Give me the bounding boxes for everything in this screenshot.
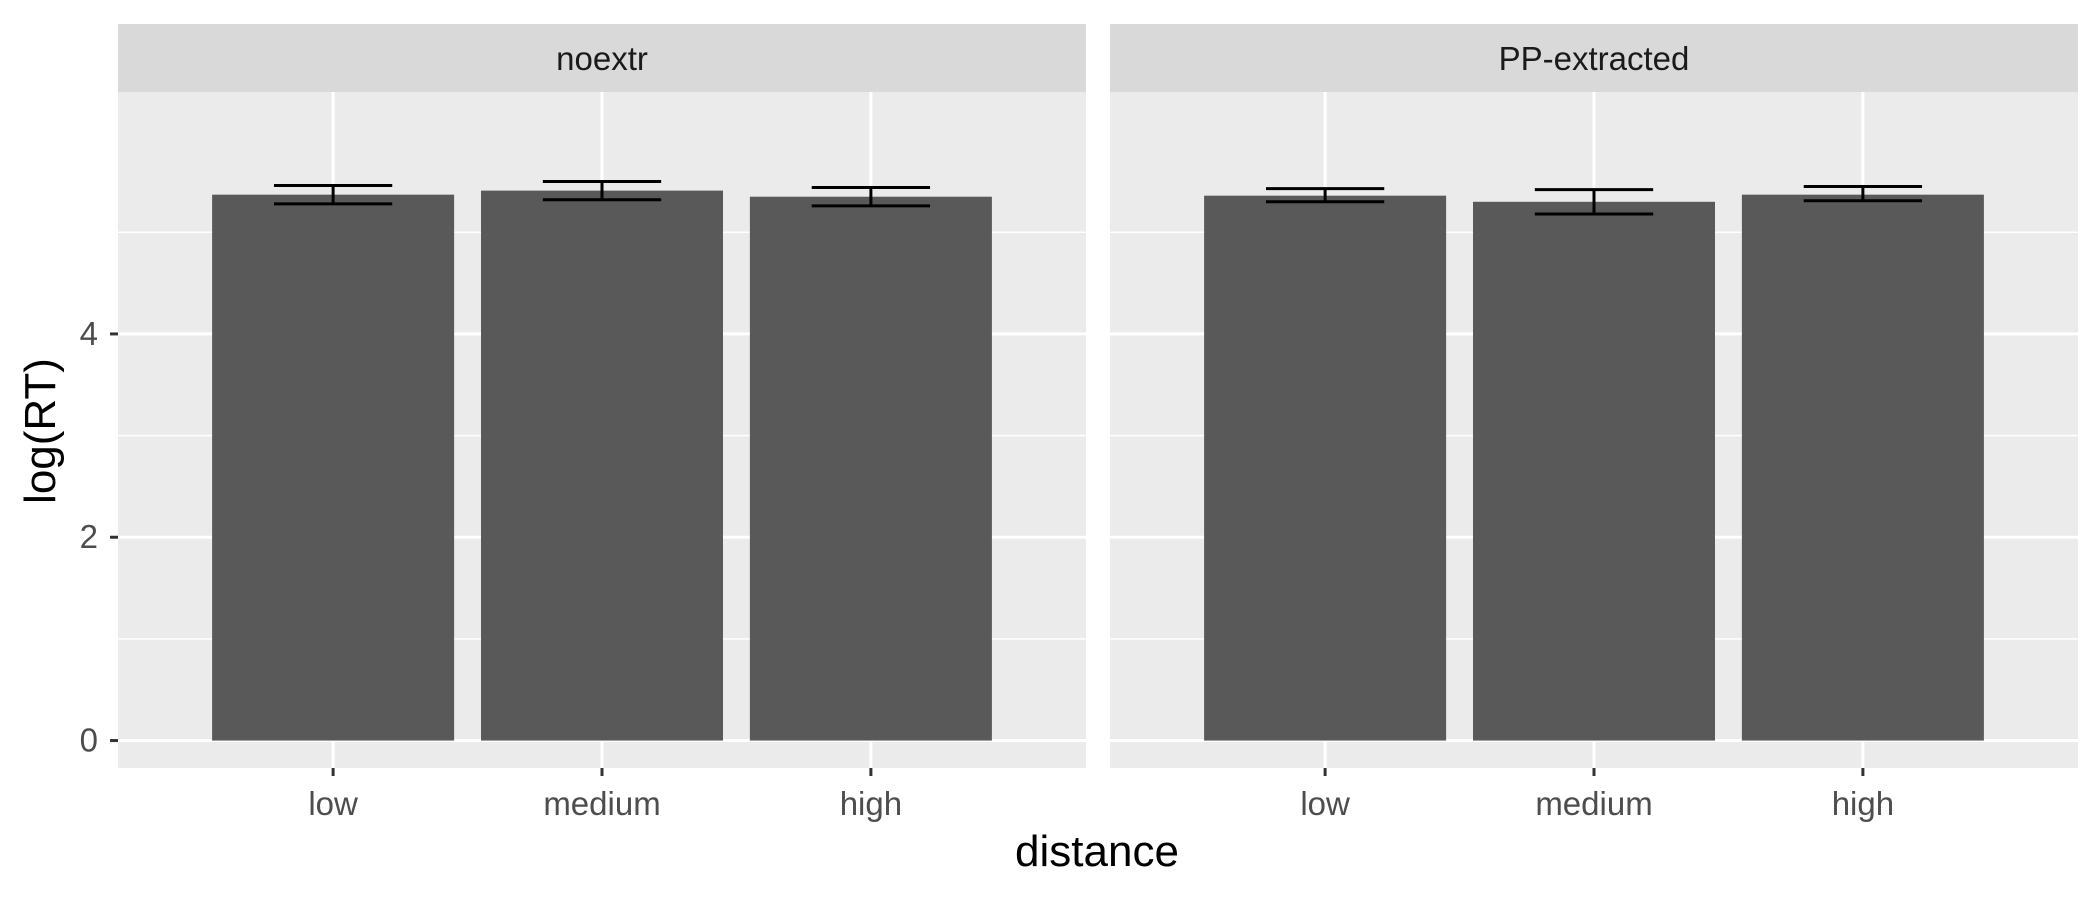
bar [1741,194,1984,741]
y-tick-label: 0 [80,722,98,759]
facet-panel: noextr low medium high [118,24,1086,822]
y-axis-title: log(RT) [16,358,65,504]
error-bar [542,179,662,202]
bar [212,194,455,741]
facet-strip [118,24,1086,92]
x-axis-title: distance [1015,827,1179,876]
bar [749,196,992,741]
error-bar [1803,185,1923,203]
error-bar [811,186,931,208]
bar [481,190,723,741]
y-tick-label: 4 [80,315,98,352]
facet-strip-label: PP-extracted [1499,40,1690,77]
bar [1473,201,1715,741]
y-axis: 0 2 4 [80,315,118,759]
error-bar [1265,187,1385,204]
x-tick-label: high [1832,785,1894,822]
x-tick-label: low [1300,785,1350,822]
x-tick-label: medium [543,785,660,822]
facet-strip [1110,24,2078,92]
error-bar [1534,188,1654,216]
x-tick-label: high [840,785,902,822]
error-bar [273,184,393,206]
y-tick-label: 2 [80,518,98,555]
facet-panel: PP-extracted low medium high [1110,24,2078,822]
bar [1204,195,1447,741]
x-tick-label: medium [1535,785,1652,822]
facet-strip-label: noextr [556,40,648,77]
x-tick-label: low [308,785,358,822]
facet-panels: noextr low medium high PP-extracted low medium… [118,24,2078,822]
